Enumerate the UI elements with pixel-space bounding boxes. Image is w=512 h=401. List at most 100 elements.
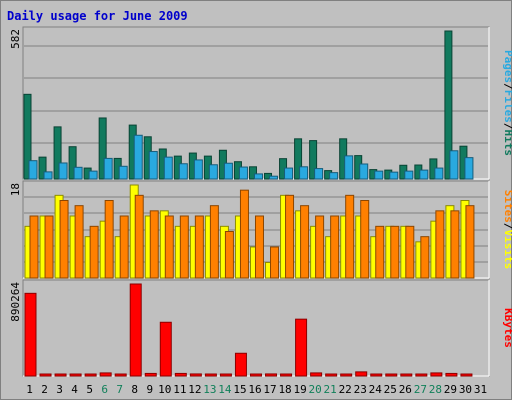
x-tick-label: 3 xyxy=(56,383,63,396)
bar-kbytes-day-17 xyxy=(265,373,278,377)
panel-legend: Pages/Files/Hits xyxy=(502,50,512,156)
bar-files-day-16 xyxy=(253,173,263,180)
bar-files-day-4 xyxy=(73,166,83,180)
bar-sites-day-10 xyxy=(164,215,174,279)
bar-kbytes-day-18 xyxy=(280,373,293,377)
bar-kbytes-day-21 xyxy=(325,373,338,377)
legend-kbytes: KBytes xyxy=(502,308,512,348)
bar-files-day-13 xyxy=(208,164,218,180)
legend-files: Files xyxy=(502,90,512,123)
x-tick-label: 17 xyxy=(263,383,276,396)
bar-files-day-22 xyxy=(344,155,354,180)
bar-files-day-29 xyxy=(449,150,459,180)
bar-sites-day-17 xyxy=(270,246,280,279)
x-tick-label: 14 xyxy=(218,383,232,396)
bar-kbytes-day-22 xyxy=(340,373,353,377)
bar-hits-day-20 xyxy=(309,140,318,180)
x-tick-label: 18 xyxy=(278,383,291,396)
bar-kbytes-day-2 xyxy=(39,373,52,377)
bar-sites-day-29 xyxy=(450,210,460,279)
bar-sites-day-8 xyxy=(134,194,144,279)
bar-files-day-10 xyxy=(163,156,173,180)
bar-kbytes-day-23 xyxy=(355,371,368,377)
bar-hits-day-6 xyxy=(98,117,107,180)
x-tick-label: 31 xyxy=(474,383,487,396)
bar-kbytes-day-30 xyxy=(460,373,473,377)
bar-hits-day-16 xyxy=(248,166,257,180)
bar-sites-day-13 xyxy=(209,205,219,279)
bar-files-day-3 xyxy=(58,162,68,180)
bar-files-day-27 xyxy=(419,169,429,180)
x-tick-label: 11 xyxy=(173,383,186,396)
x-tick-label: 4 xyxy=(71,383,78,396)
bar-files-day-1 xyxy=(28,160,38,180)
bar-sites-day-21 xyxy=(330,215,340,279)
bar-sites-day-19 xyxy=(300,205,310,279)
x-tick-label: 7 xyxy=(116,383,123,396)
y-max-label: 890264 xyxy=(9,282,22,322)
panel-visits-sites: 18 Sites/Visits xyxy=(9,180,512,279)
bar-kbytes-day-14 xyxy=(219,373,232,377)
x-tick-label: 9 xyxy=(146,383,153,396)
bar-sites-day-3 xyxy=(59,200,69,279)
bar-kbytes-day-3 xyxy=(54,373,67,377)
bar-files-day-5 xyxy=(88,170,98,180)
bar-sites-day-16 xyxy=(254,215,264,279)
y-max-label: 18 xyxy=(9,183,22,196)
bar-sites-day-15 xyxy=(239,189,249,279)
bar-sites-day-6 xyxy=(104,200,114,279)
bar-kbytes-day-19 xyxy=(295,318,308,377)
x-tick-label: 25 xyxy=(384,383,397,396)
x-tick-label: 24 xyxy=(369,383,383,396)
bar-kbytes-day-4 xyxy=(69,373,82,377)
bar-files-day-25 xyxy=(389,171,399,180)
bar-sites-day-14 xyxy=(224,231,234,279)
x-tick-label: 1 xyxy=(26,383,33,396)
x-tick-label: 13 xyxy=(203,383,216,396)
bar-sites-day-4 xyxy=(74,205,84,279)
bar-sites-day-27 xyxy=(420,236,430,279)
bar-sites-day-23 xyxy=(360,200,370,279)
bar-sites-day-2 xyxy=(44,215,54,279)
bar-files-day-26 xyxy=(404,170,414,180)
y-max-label: 582 xyxy=(9,29,22,49)
x-tick-label: 21 xyxy=(324,383,337,396)
bar-kbytes-day-7 xyxy=(114,373,127,377)
bar-kbytes-day-26 xyxy=(400,373,413,377)
bar-files-day-28 xyxy=(434,167,444,180)
bar-sites-day-30 xyxy=(465,205,475,279)
bar-kbytes-day-27 xyxy=(415,373,428,377)
x-tick-label: 12 xyxy=(188,383,201,396)
bar-sites-day-11 xyxy=(179,215,189,279)
bar-files-day-23 xyxy=(359,163,369,180)
panel-kbytes: 890264 KBytes xyxy=(9,279,512,377)
x-tick-label: 8 xyxy=(131,383,138,396)
x-tick-label: 23 xyxy=(354,383,367,396)
x-tick-label: 27 xyxy=(414,383,427,396)
x-tick-label: 19 xyxy=(293,383,306,396)
bar-files-day-2 xyxy=(43,171,53,180)
panel-hits-files-pages: 582 Pages/Files/Hits xyxy=(9,26,512,180)
bar-kbytes-day-12 xyxy=(189,373,202,377)
bar-files-day-14 xyxy=(223,162,233,180)
bar-kbytes-day-1 xyxy=(24,292,37,377)
bar-sites-day-9 xyxy=(149,210,159,279)
bar-kbytes-day-11 xyxy=(174,372,187,377)
panel-legend: KBytes xyxy=(502,308,512,348)
legend-hits: Hits xyxy=(502,130,512,157)
bar-sites-day-5 xyxy=(89,225,99,279)
bar-kbytes-day-6 xyxy=(99,372,112,377)
bar-kbytes-day-29 xyxy=(445,372,458,377)
bar-kbytes-day-16 xyxy=(249,373,262,377)
bar-kbytes-day-20 xyxy=(310,372,323,377)
bar-sites-day-1 xyxy=(29,215,39,279)
x-tick-label: 28 xyxy=(429,383,442,396)
legend-separator: / xyxy=(502,223,512,230)
bar-sites-day-22 xyxy=(345,194,355,279)
bar-files-day-11 xyxy=(178,163,188,180)
legend-visits: Visits xyxy=(502,230,512,270)
bar-kbytes-day-15 xyxy=(234,352,247,377)
x-tick-label: 22 xyxy=(339,383,352,396)
